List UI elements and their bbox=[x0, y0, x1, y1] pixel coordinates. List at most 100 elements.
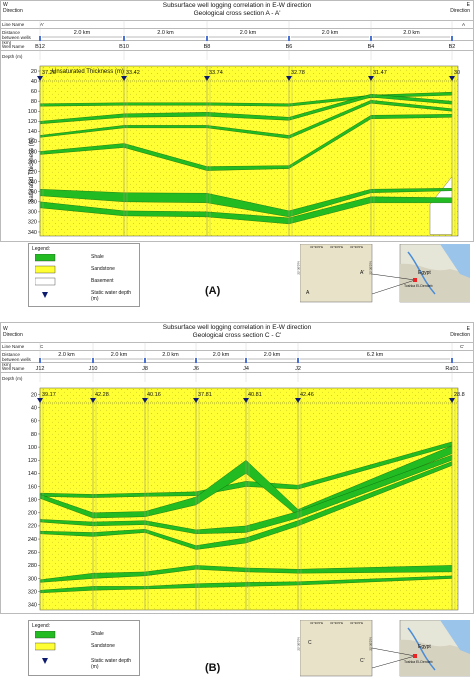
panel-a-title-2: Geological cross section A - A' bbox=[193, 10, 281, 17]
depth-tick-label: 200 bbox=[28, 159, 37, 165]
depth-tick-label: 120 bbox=[28, 458, 37, 464]
panel-a-section-svg: B12 37.26 B10 33.42 B8 33.74 B6 32.78 B4 31.47 B2 3… bbox=[28, 20, 460, 237]
depth-tick-label: 100 bbox=[28, 109, 37, 115]
row-label-well-name: Well Name bbox=[2, 44, 25, 49]
depth-tick-label: 320 bbox=[28, 220, 37, 226]
legend-swatches bbox=[35, 254, 56, 298]
map-place: Toshka El-Dendeb bbox=[404, 284, 433, 288]
water-depth-marker bbox=[37, 76, 43, 81]
well-name: J12 bbox=[36, 366, 45, 372]
water-depth-value: 31.47 bbox=[373, 70, 387, 76]
distance-label: 2.0 km bbox=[322, 30, 339, 36]
panel-b-row-line-name: Line Name C C' bbox=[0, 342, 474, 351]
depth-tick-label: 280 bbox=[28, 563, 37, 569]
panel-b-dir-right: E Direction bbox=[448, 326, 470, 338]
legend-title: Legend: bbox=[32, 623, 51, 629]
well-name: B4 bbox=[368, 44, 375, 50]
well-name: B8 bbox=[204, 44, 211, 50]
depth-tick-label: 60 bbox=[31, 89, 37, 95]
depth-tick-label: 240 bbox=[28, 179, 37, 185]
map-coord-top-3: 31°30'0"E bbox=[350, 245, 364, 249]
depth-tick-label: 80 bbox=[31, 99, 37, 105]
depth-tick-label: 140 bbox=[28, 129, 37, 135]
well-name: J10 bbox=[89, 366, 98, 372]
distance-label: 2.0 km bbox=[403, 30, 420, 36]
panel-b-title-2: Geological cross section C - C' bbox=[192, 332, 282, 339]
well-name: B12 bbox=[35, 44, 45, 50]
legend-swatches bbox=[35, 631, 56, 664]
depth-tick-label: 320 bbox=[28, 589, 37, 595]
well-name: B10 bbox=[119, 44, 129, 50]
row-label-distance: Distance between wells (km) bbox=[2, 352, 31, 367]
water-depth-value: 37.81 bbox=[198, 392, 212, 398]
depth-tick-label: 200 bbox=[28, 511, 37, 517]
depth-tick-label: 340 bbox=[28, 603, 37, 609]
map-coord-top-2: 31°30'0"E bbox=[330, 245, 344, 249]
panel-b-row-distance: Distance between wells (km) bbox=[0, 350, 474, 367]
cross-section-panel-a: W Direction E Direction Subsurface well … bbox=[0, 0, 474, 320]
panel-b-row-depth: Depth (m) bbox=[0, 372, 474, 383]
panel-b-dir-left: W Direction bbox=[3, 326, 23, 338]
map-country: Egypt bbox=[418, 270, 431, 276]
sandstone-swatch bbox=[35, 642, 56, 651]
map-section-label-2: A' bbox=[360, 270, 365, 276]
basement-swatch bbox=[35, 277, 56, 286]
dir-left-sub: Direction bbox=[3, 332, 23, 338]
water-depth-value: 40.16 bbox=[147, 392, 161, 398]
panel-b-title-1: Subsurface well logging correlation in E… bbox=[162, 324, 312, 331]
distance-label: 6.2 km bbox=[367, 352, 384, 358]
row-label-line-name: Line Name bbox=[2, 22, 25, 27]
depth-tick-label: 100 bbox=[28, 445, 37, 451]
water-depth-marker bbox=[243, 398, 249, 403]
panel-a-row-depth: Depth (m) bbox=[0, 50, 474, 61]
legend-shale: Shale bbox=[91, 254, 104, 260]
water-depth-marker bbox=[449, 76, 455, 81]
legend-title: Legend: bbox=[32, 246, 51, 252]
water-depth-value: 37.26 bbox=[42, 70, 56, 76]
map-place: Toshka El-Dendeb bbox=[404, 660, 433, 664]
depth-tick-label: 300 bbox=[28, 210, 37, 216]
panel-a-location-map: Egypt Toshka El-Dendeb 31°30'0"E 31°30'0… bbox=[297, 243, 471, 314]
saturated-label: Saturated Thickness (m) bbox=[29, 137, 35, 202]
dir-right-letter: E bbox=[466, 2, 470, 8]
depth-tick-label: 300 bbox=[28, 576, 37, 582]
distance-label: 2.0 km bbox=[213, 352, 230, 358]
panel-a-row-well-name: Well Name bbox=[0, 40, 474, 51]
location-map-svg bbox=[299, 619, 471, 677]
depth-tick-label: 180 bbox=[28, 497, 37, 503]
legend-basement: Basement bbox=[91, 278, 114, 284]
distance-label: 2.0 km bbox=[157, 30, 174, 36]
water-depth-marker bbox=[449, 398, 455, 403]
legend-sandstone: Sandstone bbox=[91, 643, 115, 649]
map-coord-top-3: 31°30'0"E bbox=[350, 621, 364, 625]
legend-sandstone: Sandstone bbox=[91, 266, 115, 272]
static-water-icon bbox=[42, 658, 48, 664]
water-depth-marker bbox=[368, 76, 374, 81]
water-depth-marker bbox=[295, 398, 301, 403]
water-depth-value: 28.8 bbox=[454, 392, 465, 398]
water-depth-marker bbox=[121, 76, 127, 81]
sandstone-swatch bbox=[35, 265, 56, 274]
panel-b-section-svg: J12 39.17 J10 42.28 J8 40.16 J6 37.81 J4 40.81 J2 4… bbox=[28, 342, 465, 611]
depth-tick-label: 220 bbox=[28, 524, 37, 530]
depth-tick-label: 140 bbox=[28, 471, 37, 477]
well-name: J8 bbox=[142, 366, 148, 372]
line-name-left: A' bbox=[40, 22, 44, 27]
distance-label: 2.0 km bbox=[58, 352, 75, 358]
depth-tick-label: 180 bbox=[28, 149, 37, 155]
depth-tick-label: 260 bbox=[28, 550, 37, 556]
depth-tick-label: 340 bbox=[28, 230, 37, 236]
depth-tick-label: 160 bbox=[28, 139, 37, 145]
map-section-label: A bbox=[306, 290, 310, 296]
depth-tick-label: 60 bbox=[31, 419, 37, 425]
water-depth-value: 39.17 bbox=[42, 392, 56, 398]
legend-water-depth: Static water depth (m) bbox=[91, 290, 132, 302]
depth-tick-label: 20 bbox=[31, 392, 37, 398]
well-name: J2 bbox=[295, 366, 301, 372]
panel-b-row-well-name: Well Name bbox=[0, 362, 474, 373]
row-label-well-name: Well Name bbox=[2, 366, 25, 371]
figure-label-b: (B) bbox=[205, 662, 221, 674]
row-label-depth: Depth (m) bbox=[2, 54, 23, 59]
water-depth-value: 32.78 bbox=[291, 70, 305, 76]
distance-label: 2.0 km bbox=[162, 352, 179, 358]
